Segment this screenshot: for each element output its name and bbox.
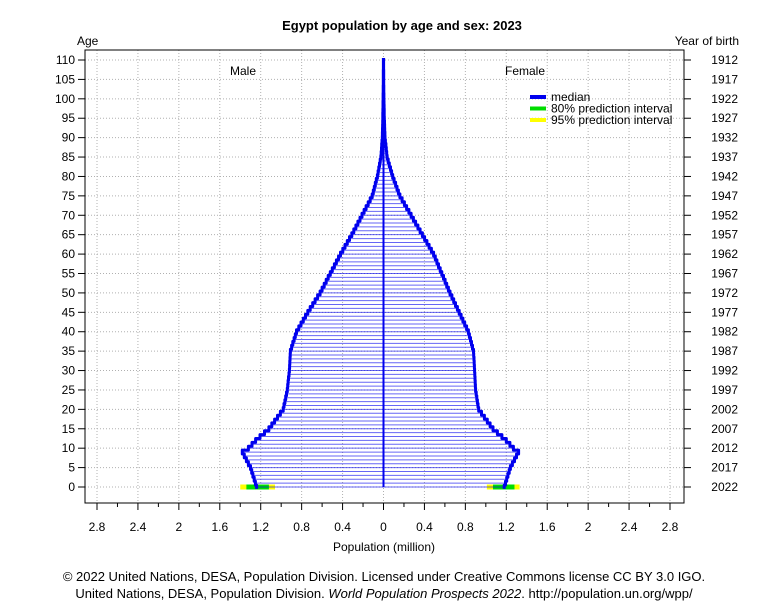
footer-source: United Nations, DESA, Population Divisio… bbox=[0, 586, 768, 601]
age-tick-label: 35 bbox=[62, 344, 76, 358]
birth-year-tick-label: 1932 bbox=[711, 131, 738, 145]
age-tick-label: 15 bbox=[62, 422, 76, 436]
birth-year-axis-title: Year of birth bbox=[675, 34, 739, 48]
x-tick-label: 0.4 bbox=[416, 520, 433, 534]
birth-year-tick-label: 1962 bbox=[711, 247, 738, 261]
birth-year-tick-label: 1912 bbox=[711, 53, 738, 67]
x-tick-label: 2 bbox=[585, 520, 592, 534]
birth-year-tick-label: 2012 bbox=[711, 441, 738, 455]
x-tick-label: 2.8 bbox=[89, 520, 106, 534]
birth-year-tick-label: 2002 bbox=[711, 402, 738, 416]
x-tick-label: 0.8 bbox=[293, 520, 310, 534]
age-tick-label: 80 bbox=[62, 169, 76, 183]
x-tick-label: 0 bbox=[380, 520, 387, 534]
legend-label-2: 95% prediction interval bbox=[551, 113, 672, 127]
x-tick-label: 2.8 bbox=[662, 520, 679, 534]
male-median-outline bbox=[240, 58, 385, 489]
grid bbox=[85, 50, 684, 503]
age-tick-label: 25 bbox=[62, 383, 76, 397]
age-tick-label: 70 bbox=[62, 208, 76, 222]
age-tick-label: 0 bbox=[68, 480, 75, 494]
age-tick-label: 50 bbox=[62, 286, 76, 300]
birth-year-tick-label: 1987 bbox=[711, 344, 738, 358]
female-median-outline bbox=[382, 58, 521, 489]
birth-year-tick-label: 1927 bbox=[711, 111, 738, 125]
axis-ticks: 2.8 2.4 2 1.6 1.2 0.8 0.4 0 0.4 0.8 1.2 1.6 2 2.4 2.8 0… bbox=[55, 53, 738, 534]
birth-year-tick-label: 1967 bbox=[711, 267, 738, 281]
age-tick-label: 20 bbox=[62, 402, 76, 416]
age-tick-label: 65 bbox=[62, 228, 76, 242]
x-tick-label: 1.6 bbox=[211, 520, 228, 534]
age-tick-label: 55 bbox=[62, 267, 76, 281]
x-tick-label: 1.6 bbox=[539, 520, 556, 534]
birth-year-tick-label: 1997 bbox=[711, 383, 738, 397]
x-tick-label: 2 bbox=[176, 520, 183, 534]
age-tick-label: 30 bbox=[62, 364, 76, 378]
footer-license: © 2022 United Nations, DESA, Population … bbox=[62, 569, 706, 584]
footer-source-title: World Population Prospects 2022 bbox=[328, 586, 522, 601]
legend-label-1: 80% prediction interval bbox=[551, 102, 672, 116]
chart-title: Egypt population by age and sex: 2023 bbox=[282, 18, 522, 33]
age-tick-label: 10 bbox=[62, 441, 76, 455]
age-tick-label: 90 bbox=[62, 131, 76, 145]
birth-year-tick-label: 1922 bbox=[711, 92, 738, 106]
age-tick-label: 60 bbox=[62, 247, 76, 261]
age-tick-label: 75 bbox=[62, 189, 76, 203]
x-tick-label: 0.8 bbox=[457, 520, 474, 534]
x-tick-label: 2.4 bbox=[130, 520, 147, 534]
x-tick-label: 0.4 bbox=[334, 520, 351, 534]
footer-source-prefix: United Nations, DESA, Population Divisio… bbox=[75, 586, 329, 601]
birth-year-tick-label: 1977 bbox=[711, 305, 738, 319]
age-tick-label: 95 bbox=[62, 111, 76, 125]
age-tick-label: 105 bbox=[55, 72, 75, 86]
birth-year-tick-label: 1992 bbox=[711, 364, 738, 378]
age-tick-label: 40 bbox=[62, 325, 76, 339]
age-tick-label: 45 bbox=[62, 305, 76, 319]
age-axis-title: Age bbox=[77, 34, 99, 48]
footer-source-suffix: . http://population.un.org/wpp/ bbox=[521, 586, 693, 601]
x-tick-label: 1.2 bbox=[498, 520, 515, 534]
x-tick-label: 1.2 bbox=[252, 520, 269, 534]
female-label: Female bbox=[505, 64, 545, 78]
bars bbox=[240, 58, 521, 490]
male-label: Male bbox=[230, 64, 256, 78]
birth-year-tick-label: 1917 bbox=[711, 72, 738, 86]
age-tick-label: 5 bbox=[68, 461, 75, 475]
age-tick-label: 100 bbox=[55, 92, 75, 106]
plot-frame bbox=[84, 49, 685, 504]
x-axis-title: Population (million) bbox=[333, 540, 435, 554]
birth-year-tick-label: 2007 bbox=[711, 422, 738, 436]
age-tick-label: 110 bbox=[56, 53, 75, 67]
birth-year-tick-label: 1972 bbox=[711, 286, 738, 300]
legend-label-0: median bbox=[551, 90, 590, 104]
x-tick-label: 2.4 bbox=[621, 520, 638, 534]
birth-year-tick-label: 1982 bbox=[711, 325, 738, 339]
birth-year-tick-label: 2017 bbox=[711, 461, 738, 475]
birth-year-tick-label: 1942 bbox=[711, 169, 738, 183]
birth-year-tick-label: 2022 bbox=[711, 480, 738, 494]
age-tick-label: 85 bbox=[62, 150, 76, 164]
birth-year-tick-label: 1937 bbox=[711, 150, 738, 164]
birth-year-tick-label: 1957 bbox=[711, 228, 738, 242]
birth-year-tick-label: 1947 bbox=[711, 189, 738, 203]
birth-year-tick-label: 1952 bbox=[711, 208, 738, 222]
